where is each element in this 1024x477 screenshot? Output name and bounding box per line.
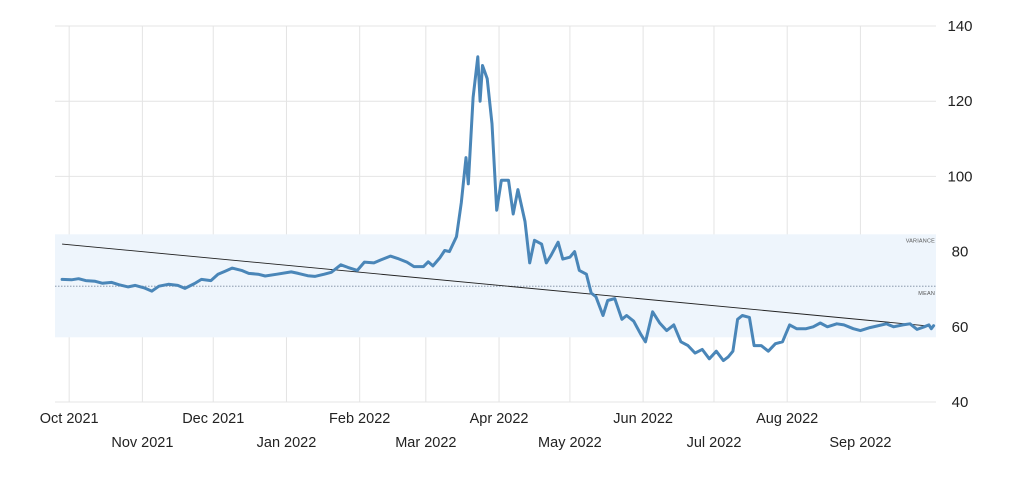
y-tick-label: 60 [952,319,969,336]
y-axis-tick-labels: 140 120 100 80 60 40 [947,18,972,411]
x-tick-label: Aug 2022 [756,411,818,427]
x-tick-label: Jul 2022 [687,435,742,451]
y-tick-label: 40 [952,394,969,411]
x-tick-label: Feb 2022 [329,411,390,427]
series-line [60,55,936,363]
x-tick-label: Apr 2022 [470,411,529,427]
x-axis-tick-labels: Oct 2021 Nov 2021 Dec 2021 Jan 2022 Feb 2022… [40,411,892,451]
x-tick-label: Jan 2022 [257,435,317,451]
y-tick-label: 80 [952,244,969,261]
y-tick-label: 140 [947,18,972,35]
x-tick-label: Sep 2022 [829,435,891,451]
x-tick-label: May 2022 [538,435,602,451]
mean-label: MEAN [918,291,935,297]
x-tick-label: Nov 2021 [111,435,173,451]
x-tick-label: Oct 2021 [40,411,99,427]
grid-lines [55,25,936,403]
y-tick-label: 100 [947,168,972,185]
variance-label: VARIANCE [906,238,935,244]
x-tick-label: Dec 2021 [182,411,244,427]
y-tick-label: 120 [947,93,972,110]
x-tick-label: Jun 2022 [613,411,673,427]
trend-line [62,243,929,327]
x-tick-label: Mar 2022 [395,435,456,451]
variance-band [55,234,936,338]
